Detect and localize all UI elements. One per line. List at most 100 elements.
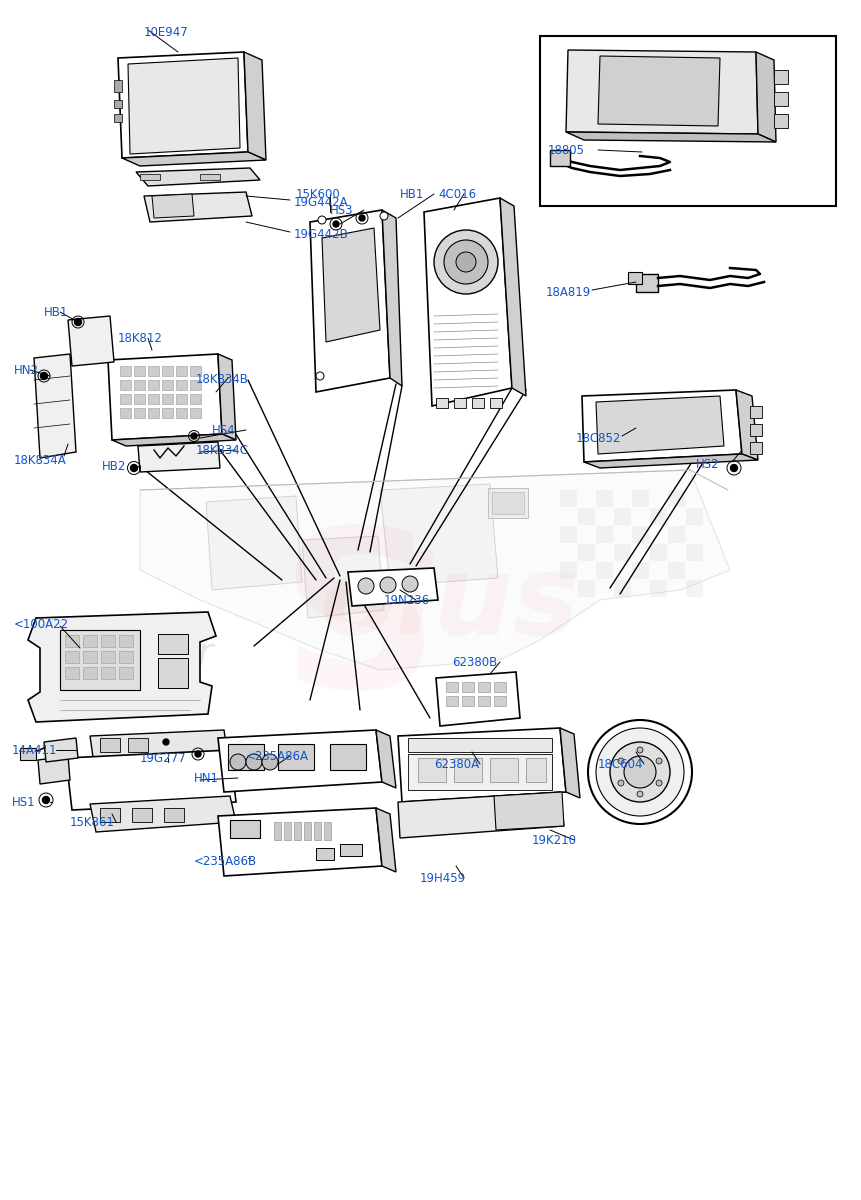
Polygon shape: [66, 750, 236, 810]
Text: <235A86B: <235A86B: [194, 854, 257, 868]
Bar: [492, 492, 523, 514]
Bar: [133, 380, 145, 390]
Bar: [139, 174, 160, 180]
Text: 62380B: 62380B: [451, 656, 497, 670]
Bar: [667, 490, 684, 506]
Polygon shape: [310, 210, 389, 392]
Polygon shape: [375, 808, 395, 872]
Bar: [595, 490, 612, 506]
Text: 18805: 18805: [548, 144, 585, 157]
Polygon shape: [122, 152, 266, 166]
Bar: [339, 844, 362, 856]
Bar: [613, 580, 630, 596]
Polygon shape: [398, 728, 566, 802]
Circle shape: [655, 780, 661, 786]
Bar: [578, 580, 594, 596]
Polygon shape: [138, 442, 220, 472]
Bar: [749, 424, 761, 436]
Bar: [114, 114, 122, 122]
Text: 19G442A: 19G442A: [294, 196, 348, 209]
Bar: [436, 398, 448, 408]
Bar: [313, 822, 320, 840]
Polygon shape: [398, 792, 563, 838]
Polygon shape: [735, 390, 757, 460]
Polygon shape: [595, 396, 723, 454]
Circle shape: [191, 433, 197, 439]
Text: HN1: HN1: [194, 772, 219, 785]
Bar: [649, 508, 666, 526]
Bar: [478, 682, 489, 692]
Polygon shape: [755, 52, 775, 142]
Bar: [189, 380, 201, 390]
Circle shape: [40, 372, 47, 379]
Circle shape: [433, 230, 498, 294]
Circle shape: [163, 739, 169, 745]
Circle shape: [245, 754, 262, 770]
Bar: [120, 380, 131, 390]
Bar: [685, 508, 703, 526]
Polygon shape: [566, 132, 775, 142]
Polygon shape: [28, 612, 216, 722]
Text: 18C852: 18C852: [575, 432, 621, 445]
Circle shape: [380, 577, 395, 593]
Polygon shape: [118, 52, 248, 158]
Bar: [649, 580, 666, 596]
Bar: [304, 822, 311, 840]
Polygon shape: [380, 484, 498, 586]
Circle shape: [130, 464, 138, 472]
Bar: [578, 544, 594, 560]
Bar: [114, 100, 122, 108]
Bar: [613, 508, 630, 526]
Bar: [230, 820, 260, 838]
Polygon shape: [112, 434, 236, 446]
Bar: [162, 408, 173, 418]
Polygon shape: [90, 730, 228, 764]
Circle shape: [401, 576, 418, 592]
Circle shape: [262, 754, 278, 770]
Text: 18K812: 18K812: [118, 332, 163, 346]
Circle shape: [357, 578, 374, 594]
Bar: [148, 394, 158, 404]
Bar: [773, 70, 787, 84]
Text: 18K834B: 18K834B: [195, 373, 249, 386]
Text: 19G277: 19G277: [139, 752, 187, 766]
Bar: [578, 508, 594, 526]
Polygon shape: [566, 50, 757, 134]
Polygon shape: [322, 228, 380, 342]
Bar: [294, 822, 300, 840]
Bar: [101, 667, 115, 679]
Bar: [407, 754, 551, 790]
Bar: [631, 526, 648, 542]
Circle shape: [230, 754, 245, 770]
Bar: [278, 744, 313, 770]
Bar: [549, 150, 569, 166]
Bar: [749, 442, 761, 454]
Bar: [101, 635, 115, 647]
Bar: [100, 738, 120, 752]
Bar: [685, 544, 703, 560]
Bar: [461, 682, 474, 692]
Text: HS3: HS3: [330, 204, 353, 217]
Bar: [525, 758, 545, 782]
Circle shape: [380, 212, 387, 220]
Polygon shape: [127, 58, 239, 154]
Bar: [176, 408, 187, 418]
Polygon shape: [206, 496, 301, 590]
Bar: [120, 408, 131, 418]
Bar: [176, 394, 187, 404]
Bar: [120, 394, 131, 404]
Bar: [189, 366, 201, 376]
Circle shape: [42, 797, 49, 804]
Bar: [100, 808, 120, 822]
Bar: [445, 696, 457, 706]
Text: 14A411: 14A411: [12, 744, 58, 757]
Bar: [119, 635, 133, 647]
Bar: [418, 758, 445, 782]
Bar: [148, 408, 158, 418]
Bar: [20, 748, 36, 760]
Bar: [324, 822, 331, 840]
Polygon shape: [90, 796, 236, 832]
Bar: [65, 667, 79, 679]
Circle shape: [587, 720, 691, 824]
Polygon shape: [136, 168, 260, 186]
